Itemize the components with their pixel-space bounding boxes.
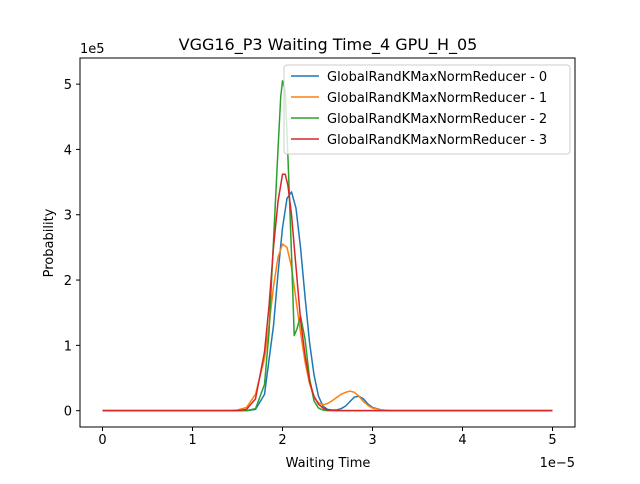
chart-title: VGG16_P3 Waiting Time_4 GPU_H_05 [179, 35, 478, 55]
axes: 0 1 2 3 4 5 0 1 2 3 4 5 [64, 78, 557, 448]
x-tick-label: 2 [278, 433, 286, 448]
y-tick-label: 0 [64, 405, 72, 420]
x-tick-label: 5 [548, 433, 556, 448]
y-tick-label: 1 [64, 339, 72, 354]
y-tick-label: 4 [64, 143, 72, 158]
series-lines [102, 80, 553, 412]
series-line-3 [102, 173, 553, 412]
y-tick-label: 2 [64, 274, 72, 289]
legend-box [283, 64, 571, 155]
x-tick-label: 4 [458, 433, 466, 448]
x-tick-label: 0 [98, 433, 106, 448]
plot-frame [79, 57, 576, 428]
legend-label-1: GlobalRandKMaxNormReducer - 1 [327, 91, 547, 106]
series-line-2 [102, 80, 553, 412]
y-axis-label: Probability [42, 208, 57, 277]
x-axis-label: Waiting Time [286, 456, 371, 471]
y-tick-label: 5 [64, 78, 72, 93]
x-tick-label: 3 [368, 433, 376, 448]
y-tick-label: 3 [64, 209, 72, 224]
x-axis-offset-label: 1e−5 [540, 456, 575, 471]
y-axis-offset-label: 1e5 [80, 42, 105, 57]
legend: GlobalRandKMaxNormReducer - 0 GlobalRandK… [283, 64, 571, 155]
legend-label-2: GlobalRandKMaxNormReducer - 2 [327, 112, 547, 127]
legend-label-3: GlobalRandKMaxNormReducer - 3 [327, 133, 547, 148]
legend-label-0: GlobalRandKMaxNormReducer - 0 [327, 70, 547, 85]
series-line-0 [102, 191, 553, 412]
x-tick-label: 1 [188, 433, 196, 448]
